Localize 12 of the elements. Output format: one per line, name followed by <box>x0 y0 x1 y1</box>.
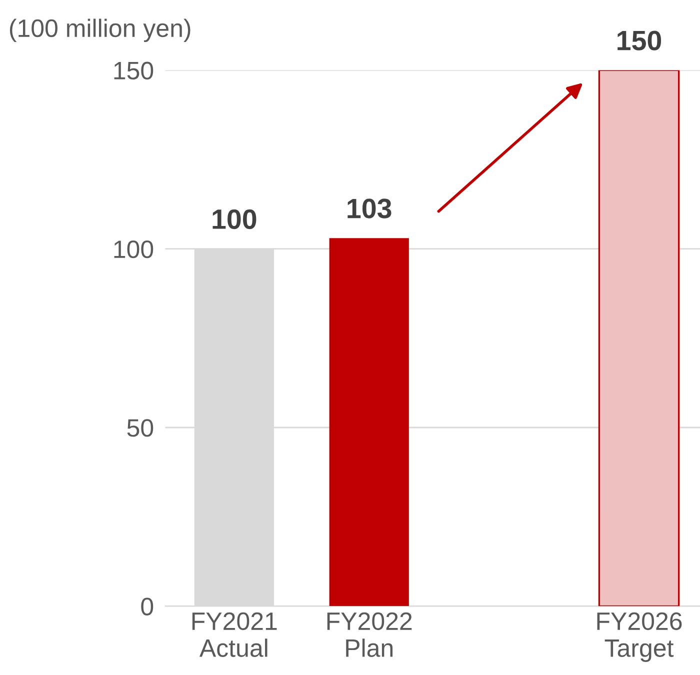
y-tick-label: 150 <box>114 62 154 80</box>
x-tick-label: FY2026 Target <box>597 612 682 662</box>
data-label: 150 <box>618 30 662 50</box>
bar <box>329 238 409 606</box>
y-axis-title: (100 million yen) <box>10 18 190 42</box>
y-tick-label: 50 <box>127 419 154 437</box>
x-tick-label: FY2021 Actual <box>192 612 277 657</box>
data-label: 100 <box>212 209 256 230</box>
y-tick-label: 100 <box>114 240 154 258</box>
x-tick-label: FY2022 Plan <box>327 612 412 657</box>
data-label: 103 <box>348 198 392 218</box>
y-tick-label: 0 <box>141 598 154 616</box>
